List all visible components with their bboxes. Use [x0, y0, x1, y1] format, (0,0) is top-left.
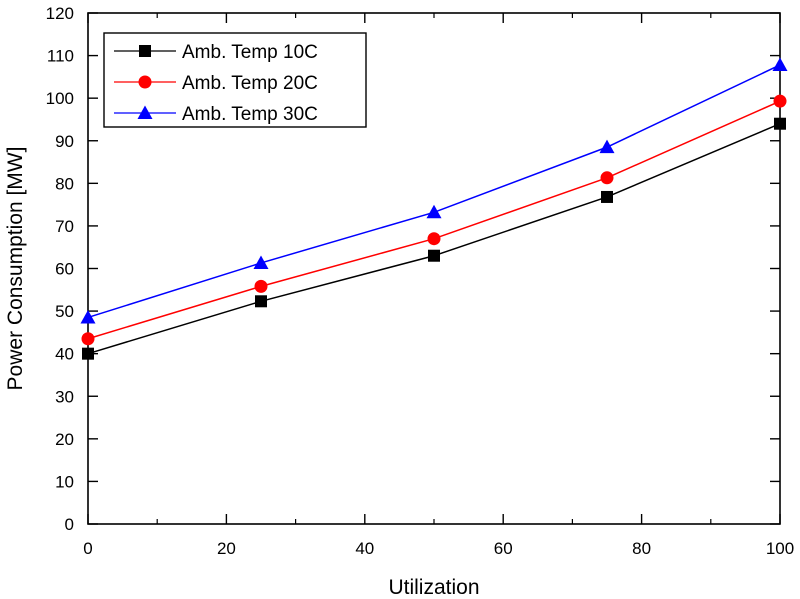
y-tick-label: 30 — [55, 387, 74, 406]
y-tick-label: 10 — [55, 472, 74, 491]
y-tick-label: 40 — [55, 345, 74, 364]
series-layer — [80, 57, 788, 360]
data-point-0-2 — [428, 249, 440, 262]
y-axis-ticks: 0 10 20 30 40 50 60 70 80 90 100 110 120 — [46, 4, 780, 534]
legend-marker-2 — [137, 105, 153, 119]
y-tick-label: 60 — [55, 260, 74, 279]
y-tick-label: 20 — [55, 430, 74, 449]
legend-label-2: Amb. Temp 30C — [182, 104, 318, 125]
data-point-0-0 — [82, 347, 94, 360]
series-2 — [80, 57, 788, 324]
data-point-2-2 — [426, 204, 442, 219]
data-point-1-2 — [427, 232, 441, 246]
y-tick-label: 70 — [55, 217, 74, 236]
x-tick-label: 20 — [217, 539, 236, 558]
legend-label-1: Amb. Temp 20C — [182, 73, 318, 94]
data-point-2-0 — [80, 309, 96, 324]
x-axis-title: Utilization — [388, 576, 479, 599]
x-tick-label: 80 — [632, 539, 651, 558]
legend: Amb. Temp 10C Amb. Temp 20C Amb. Temp 30… — [103, 32, 367, 128]
data-point-1-4 — [773, 94, 787, 108]
data-point-2-3 — [599, 139, 615, 154]
data-point-0-3 — [601, 190, 613, 203]
x-tick-label: 0 — [83, 539, 92, 558]
y-tick-label: 80 — [55, 174, 74, 193]
data-point-1-1 — [254, 279, 268, 293]
legend-label-0: Amb. Temp 10C — [182, 42, 318, 63]
x-tick-label: 100 — [766, 539, 794, 558]
data-point-1-0 — [81, 332, 95, 346]
x-tick-label: 60 — [494, 539, 513, 558]
y-tick-label: 110 — [47, 47, 74, 66]
data-point-0-1 — [255, 295, 267, 308]
y-tick-label: 100 — [46, 89, 74, 108]
y-axis-title: Power Consumption [MW] — [4, 147, 27, 391]
y-tick-label: 0 — [65, 515, 74, 534]
x-axis-ticks: 0 20 40 60 80 100 — [83, 13, 794, 558]
legend-marker-1 — [138, 75, 152, 89]
x-tick-label: 40 — [355, 539, 374, 558]
data-point-2-4 — [772, 57, 788, 71]
data-point-1-3 — [600, 171, 614, 185]
data-point-2-1 — [253, 255, 269, 269]
series-0 — [82, 117, 786, 360]
data-point-0-4 — [774, 117, 786, 130]
y-tick-label: 120 — [46, 4, 74, 23]
series-1 — [81, 94, 787, 346]
y-tick-label: 90 — [55, 132, 74, 151]
y-tick-label: 50 — [55, 302, 74, 321]
legend-marker-0 — [139, 45, 151, 57]
